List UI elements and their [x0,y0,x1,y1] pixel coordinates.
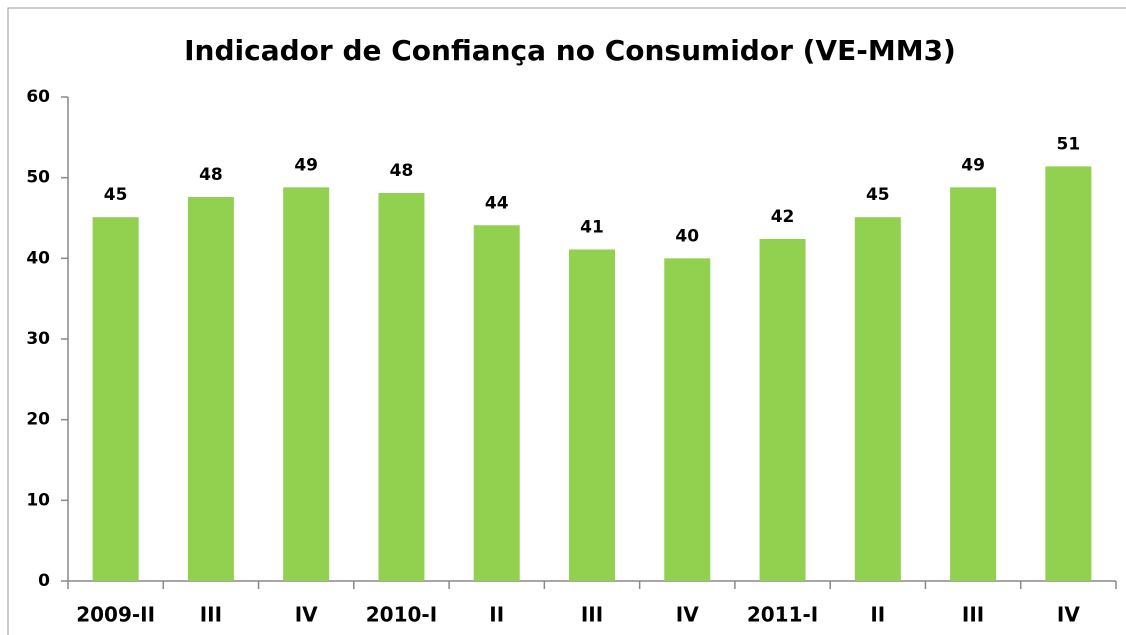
chart-title: Indicador de Confiança no Consumidor (VE… [184,34,956,67]
x-tick-label: 2009-II [76,603,155,627]
bar [950,187,997,581]
x-tick-label: 2010-I [366,603,437,627]
bar [664,258,711,581]
y-tick-label: 20 [26,410,50,430]
bar [378,192,425,581]
data-label: 41 [580,217,604,237]
y-tick-label: 60 [26,87,50,107]
x-tick-label: IV [1057,603,1080,627]
data-label: 48 [390,161,414,181]
y-tick-label: 40 [26,248,50,268]
x-tick-label: II [870,603,885,627]
y-tick-label: 0 [38,571,50,591]
data-label: 51 [1057,134,1081,154]
data-label: 49 [961,155,985,175]
x-tick-label: IV [676,603,699,627]
bar [759,238,806,581]
y-tick-label: 10 [26,490,50,510]
x-tick-label: 2011-I [747,603,818,627]
bar [569,249,615,581]
x-tick-label: III [962,603,984,627]
x-tick-label: III [200,603,222,627]
y-tick-label: 50 [26,168,50,188]
data-label: 45 [866,185,890,205]
x-tick-label: II [489,603,504,627]
data-label: 48 [199,165,223,185]
bar [1045,166,1092,581]
data-label: 40 [675,226,699,246]
data-label: 44 [485,193,509,213]
data-label: 42 [771,207,795,227]
bar [187,197,234,581]
x-tick-label: IV [295,603,318,627]
y-tick-label: 30 [26,329,50,349]
data-label: 49 [294,155,318,175]
bar [473,225,520,581]
bar [854,217,901,581]
bar [92,217,139,581]
x-tick-label: III [581,603,603,627]
chart-frame [7,7,1126,635]
data-label: 45 [104,185,128,205]
bar [283,187,330,581]
